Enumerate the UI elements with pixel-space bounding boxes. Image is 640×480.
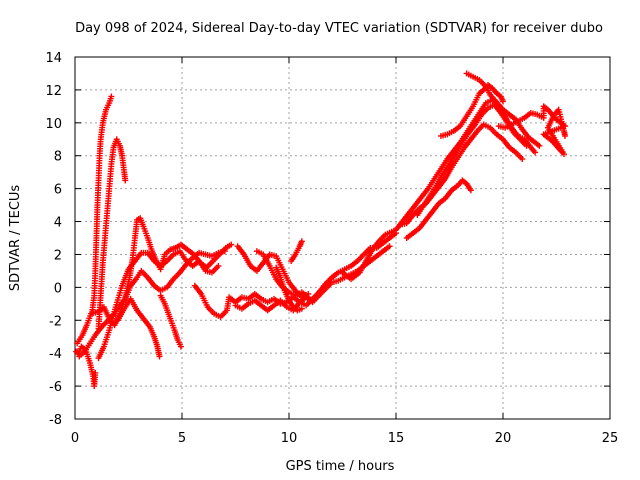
y-tick-label: 14 [45,51,62,66]
data-point [298,238,305,245]
data-point [532,149,539,156]
x-tick-label: 20 [495,431,512,446]
data-point [500,98,506,105]
x-axis-label: GPS time / hours [286,459,395,474]
plot-frame [74,56,611,420]
y-tick-label: 8 [54,150,62,165]
data-point [305,294,312,301]
y-tick-label: 12 [45,84,62,99]
data-point [386,243,393,250]
y-tick-label: -4 [49,347,62,362]
data-point [215,262,222,269]
axis-ticks: 0 5 10 15 20 25 -8 -6 -4 -2 0 2 4 6 8 10 12 14 [45,51,618,446]
x-tick-label: 5 [178,431,186,446]
data-point [228,241,235,248]
x-tick-label: 15 [388,431,405,446]
y-tick-label: -2 [49,314,62,329]
data-point [523,142,530,149]
data-point [156,353,163,360]
y-tick-label: 4 [54,216,62,231]
data-point [298,305,305,312]
data-point [221,248,228,255]
data-point [92,369,99,376]
y-tick-label: -8 [49,413,62,428]
data-point [108,93,115,100]
data-point [122,177,129,184]
x-tick-label: 25 [602,431,619,446]
data-point [467,187,474,194]
y-tick-label: 0 [54,281,62,296]
x-tick-label: 10 [281,431,298,446]
y-tick-label: 10 [45,117,62,132]
data-point [536,142,543,149]
data-point [177,343,184,350]
chart-title: Day 098 of 2024, Sidereal Day-to-day VTE… [75,21,603,36]
y-tick-label: 2 [54,248,62,263]
x-tick-label: 0 [71,431,79,446]
y-axis-label: SDTVAR / TECUs [8,185,23,292]
y-tick-label: 6 [54,183,62,198]
y-tick-label: -6 [49,380,62,395]
data-point [562,132,569,139]
data-series [73,70,569,390]
data-point [519,156,526,163]
